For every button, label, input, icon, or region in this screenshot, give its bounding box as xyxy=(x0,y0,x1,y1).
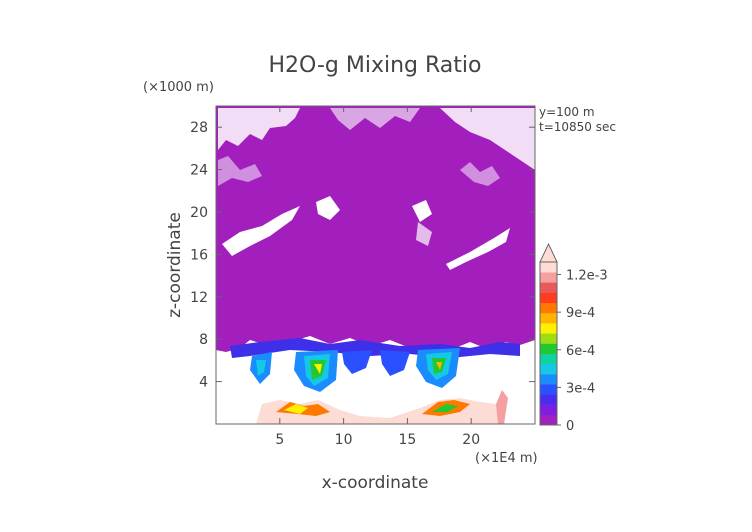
colorbar-tick-label: 9e-4 xyxy=(566,306,595,321)
x-tick-label: 10 xyxy=(335,432,353,448)
colorbar-swatch xyxy=(540,353,557,365)
colorbar-swatch xyxy=(540,272,557,283)
colorbar-swatch xyxy=(540,343,557,354)
y-tick-label: 20 xyxy=(190,205,208,221)
colorbar-swatch xyxy=(540,374,557,385)
y-tick-label: 8 xyxy=(199,332,208,348)
dry-speckles xyxy=(218,108,535,270)
colorbar: 0 3e-4 6e-4 9e-4 1.2e-3 xyxy=(539,242,608,434)
colorbar-swatch xyxy=(540,262,557,273)
colorbar-tick-label: 3e-4 xyxy=(566,381,595,396)
colorbar-swatch xyxy=(540,363,557,375)
y-tick-label: 28 xyxy=(190,120,208,136)
colorbar-tick-label: 6e-4 xyxy=(566,344,595,359)
colorbar-tick-label: 1.2e-3 xyxy=(566,269,608,284)
plot-frame xyxy=(215,105,536,425)
y-tick-label: 4 xyxy=(199,375,208,391)
upper-moist-layer xyxy=(216,106,535,352)
x-axis-label: x-coordinate xyxy=(322,473,429,493)
colorbar-swatch xyxy=(540,292,557,304)
y-tick-label: 12 xyxy=(190,290,208,306)
y-tick-label: 24 xyxy=(190,163,208,179)
x-unit-label: (×1E4 m) xyxy=(475,451,538,466)
colorbar-swatch xyxy=(540,282,557,293)
chart-title: H2O-g Mixing Ratio xyxy=(269,53,482,78)
y-axis: 4 8 12 16 20 24 28 xyxy=(190,120,535,391)
y-tick-label: 16 xyxy=(190,247,208,263)
annotation-t: t=10850 sec xyxy=(539,120,616,134)
y-axis-label: z-coordinate xyxy=(165,212,185,318)
y-unit-label: (×1000 m) xyxy=(143,80,214,95)
x-tick-label: 20 xyxy=(462,432,480,448)
annotation-y: y=100 m xyxy=(539,105,595,119)
colorbar-swatch xyxy=(540,394,557,405)
lower-layer xyxy=(230,338,520,424)
x-tick-label: 5 xyxy=(275,432,284,448)
heatmap-field xyxy=(216,106,535,424)
colorbar-swatch xyxy=(540,302,557,314)
x-axis: 5 10 15 20 xyxy=(275,106,480,448)
colorbar-extend-arrow xyxy=(539,242,558,263)
colorbar-swatch xyxy=(540,333,557,344)
colorbar-swatch xyxy=(540,404,557,416)
colorbar-swatch xyxy=(540,312,557,324)
colorbar-swatch xyxy=(540,414,557,426)
colorbar-swatch xyxy=(540,384,557,395)
colorbar-tick-label: 0 xyxy=(566,419,574,434)
x-tick-label: 15 xyxy=(398,432,416,448)
colorbar-swatch xyxy=(540,323,557,334)
colorbar-frame xyxy=(539,261,558,426)
